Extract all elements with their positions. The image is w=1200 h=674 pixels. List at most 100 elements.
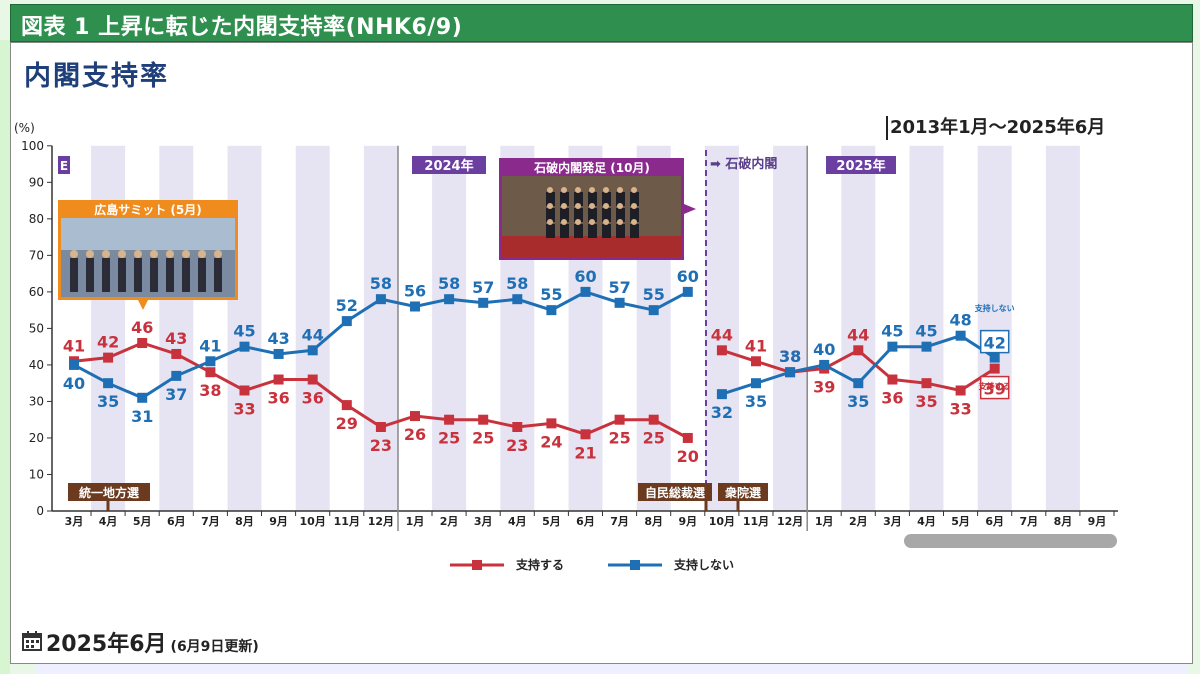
support-data-label: 33	[233, 399, 255, 418]
support-marker	[853, 345, 864, 356]
x-tick-label: 8月	[235, 515, 254, 528]
nonsupport-data-label: 35	[745, 392, 767, 411]
support-marker	[103, 352, 114, 363]
photo-ishiba-person	[574, 208, 583, 222]
nonsupport-data-label: 56	[404, 281, 426, 300]
support-marker	[989, 363, 1000, 374]
photo-ishiba-person	[546, 192, 555, 206]
support-data-label: 24	[540, 432, 562, 451]
nonsupport-data-label: 41	[199, 336, 221, 355]
photo-ishiba-person	[588, 224, 597, 238]
support-data-label: 43	[165, 329, 187, 348]
nonsupport-data-label: 58	[438, 274, 460, 293]
nonsupport-end-caption: 支持しない	[974, 303, 1015, 313]
nonsupport-data-label: 37	[165, 385, 187, 404]
photo-ishiba-head	[603, 187, 609, 193]
photo-ishiba-person	[546, 224, 555, 238]
photo-ishiba-head	[589, 203, 595, 209]
photo-ishiba-head	[617, 203, 623, 209]
nonsupport-data-label: 58	[506, 274, 528, 293]
update-date: 2025年6月 (6月9日更新)	[22, 626, 259, 658]
photo-ishiba-head	[547, 219, 553, 225]
photo-hiroshima-person	[214, 258, 222, 292]
nonsupport-marker	[512, 294, 523, 305]
nonsupport-marker	[682, 286, 693, 297]
x-tick-label: 6月	[985, 515, 1004, 528]
nonsupport-data-label: 55	[643, 285, 665, 304]
photo-ishiba-head	[603, 203, 609, 209]
figure-header: 図表 1 上昇に転じた内閣支持率(NHK6/9)	[10, 4, 1193, 42]
nonsupport-marker	[785, 367, 796, 378]
x-tick-label: 3月	[65, 515, 84, 528]
y-tick-label: 40	[29, 358, 44, 372]
support-data-label: 33	[949, 399, 971, 418]
cabinet-change-label: ➡ 石破内閣	[710, 156, 777, 172]
photo-ishiba-person	[560, 208, 569, 222]
support-marker	[546, 418, 557, 429]
nonsupport-data-label: 45	[233, 322, 255, 341]
y-tick-label: 60	[29, 285, 44, 299]
support-marker	[580, 429, 591, 440]
x-tick-label: 1月	[406, 515, 425, 528]
chart-axes: 0 10 20 30 40 50 60 70 80 90 100 (%) 3月 4月 5月 6月 7月 8月 9月 1…	[14, 121, 1118, 531]
update-note: (6月9日更新)	[170, 639, 259, 655]
photo-hiroshima-head	[102, 250, 110, 258]
y-tick-label: 80	[29, 212, 44, 226]
nonsupport-end-box	[979, 329, 1010, 354]
support-data-label: 29	[336, 414, 358, 433]
nonsupport-marker	[614, 297, 625, 308]
support-data-label: 44	[847, 325, 869, 344]
month-stripe	[909, 145, 944, 512]
year-2025-tag: 2025年	[836, 158, 885, 174]
x-tick-label: 8月	[644, 515, 663, 528]
y-tick-label: 0	[36, 504, 44, 518]
photo-ishiba-person	[574, 192, 583, 206]
support-data-label: 25	[608, 429, 630, 448]
photo-ishiba-person	[602, 224, 611, 238]
event-local-election-box	[68, 483, 150, 501]
nonsupport-data-label: 42	[984, 334, 1006, 353]
x-tick-label: 3月	[883, 515, 902, 528]
photo-hiroshima-head	[182, 250, 190, 258]
photo-hiroshima-head	[198, 250, 206, 258]
photo-ishiba-head	[631, 219, 637, 225]
nonsupport-marker	[341, 316, 352, 327]
support-marker	[512, 422, 523, 433]
support-marker	[478, 414, 489, 425]
nonsupport-data-label: 52	[336, 296, 358, 315]
y-tick-label: 100	[21, 139, 44, 153]
photo-ishiba-pointer	[684, 204, 696, 214]
x-tick-label: 7月	[1019, 515, 1038, 528]
support-marker	[751, 356, 761, 367]
x-tick-label: 3月	[474, 515, 493, 528]
photo-hiroshima-head	[214, 250, 222, 258]
month-stripe	[977, 145, 1012, 512]
nonsupport-marker	[478, 297, 489, 308]
update-month: 2025年6月	[46, 632, 167, 657]
photo-ishiba-head	[617, 219, 623, 225]
nonsupport-data-label: 38	[779, 347, 801, 366]
photo-hiroshima-person	[134, 258, 142, 292]
x-tick-label: 1月	[815, 515, 834, 528]
nonsupport-data-label: 35	[97, 392, 119, 411]
calendar-icon	[22, 631, 42, 651]
date-range: 2013年1月～2025年6月	[886, 116, 1105, 140]
month-stripe	[432, 145, 467, 512]
support-marker	[444, 414, 455, 425]
y-tick-label: 90	[29, 175, 44, 189]
photo-ishiba-person	[630, 192, 639, 206]
photo-ishiba-carpet	[502, 236, 681, 257]
photo-ishiba-person	[630, 208, 639, 222]
support-data-label: 38	[779, 347, 801, 366]
nonsupport-data-label: 57	[608, 278, 630, 297]
photo-hiroshima-sky	[61, 218, 235, 250]
support-marker	[171, 348, 182, 359]
photo-ishiba-head	[547, 187, 553, 193]
nonsupport-marker	[239, 341, 250, 352]
nonsupport-marker	[307, 345, 318, 356]
nonsupport-marker	[648, 305, 659, 316]
photo-ishiba-head	[603, 219, 609, 225]
photo-hiroshima-person	[86, 258, 94, 292]
x-tick-label: 8月	[1054, 515, 1073, 528]
support-marker	[887, 374, 898, 385]
